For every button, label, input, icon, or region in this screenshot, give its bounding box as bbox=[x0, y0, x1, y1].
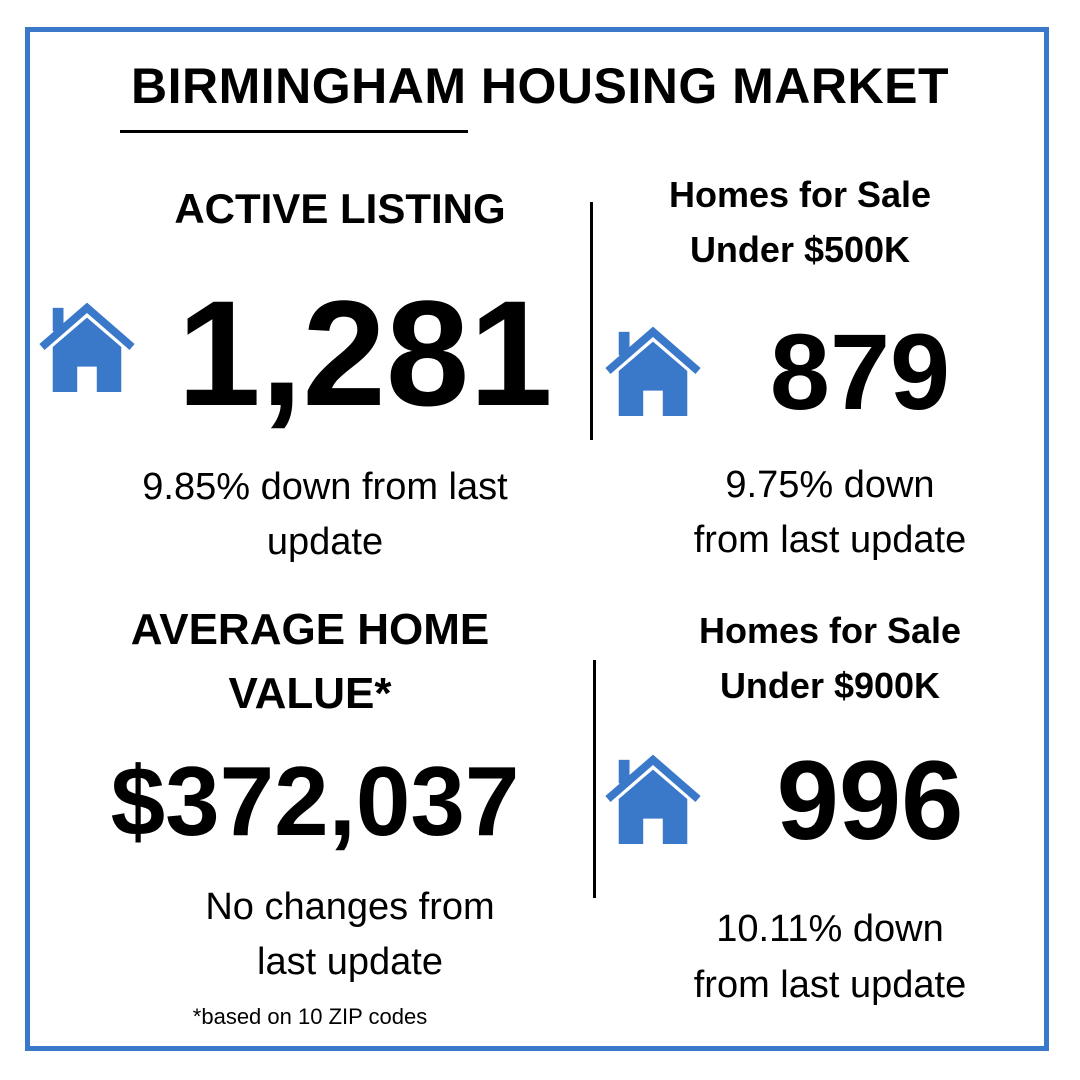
active-listing-change-line1: 9.85% down from last bbox=[142, 466, 508, 508]
average-home-value-heading-line2: VALUE* bbox=[228, 669, 392, 718]
under-900k-change-line2: from last update bbox=[693, 964, 967, 1006]
average-home-value-heading-line1: AVERAGE HOME bbox=[130, 605, 490, 654]
active-listing-change-line2: update bbox=[266, 521, 384, 563]
house-icon bbox=[38, 300, 136, 394]
page-border bbox=[25, 27, 1049, 1051]
under-500k-value: 879 bbox=[769, 311, 951, 432]
under-500k-heading-line2: Under $500K bbox=[689, 229, 911, 270]
title-underline bbox=[120, 130, 468, 133]
divider-bottom bbox=[593, 660, 596, 898]
house-icon bbox=[604, 324, 702, 418]
under-900k-change-line1: 10.11% down bbox=[716, 908, 944, 950]
under-900k-value: 996 bbox=[776, 738, 964, 863]
average-home-value-value: $372,037 bbox=[110, 746, 520, 856]
under-500k-heading-line1: Homes for Sale bbox=[668, 174, 932, 215]
average-home-value-change-line1: No changes from bbox=[205, 886, 495, 928]
under-900k-heading-line1: Homes for Sale bbox=[698, 610, 962, 651]
under-500k-change-line1: 9.75% down bbox=[725, 464, 935, 506]
average-home-value-change-line2: last update bbox=[257, 941, 443, 983]
page-title: BIRMINGHAM HOUSING MARKET bbox=[130, 58, 950, 114]
divider-top bbox=[590, 202, 593, 440]
active-listing-value: 1,281 bbox=[177, 269, 553, 437]
under-900k-heading-line2: Under $900K bbox=[719, 665, 941, 706]
footnote: *based on 10 ZIP codes bbox=[192, 1004, 428, 1029]
under-500k-change-line2: from last update bbox=[693, 519, 967, 561]
house-icon bbox=[604, 752, 702, 846]
active-listing-heading: ACTIVE LISTING bbox=[174, 185, 506, 232]
